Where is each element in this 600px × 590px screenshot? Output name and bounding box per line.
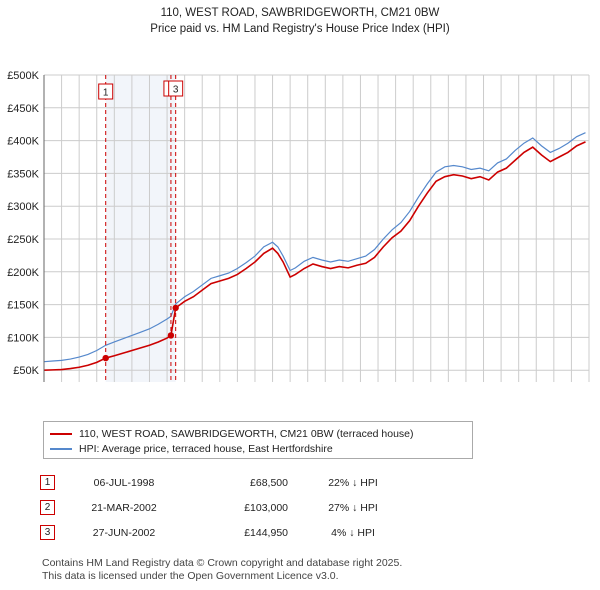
svg-text:£200K: £200K (7, 267, 39, 279)
svg-text:£250K: £250K (7, 234, 39, 246)
chart-canvas: £0£50K£100K£150K£200K£250K£300K£350K£400… (7, 70, 590, 382)
svg-text:1: 1 (103, 88, 109, 99)
table-row: 2 21-MAR-2002 £103,000 27% ↓ HPI (40, 495, 510, 520)
sales-table: 1 06-JUL-1998 £68,500 22% ↓ HPI 2 21-MAR… (40, 470, 510, 545)
svg-text:3: 3 (173, 85, 179, 96)
footer-line-2: This data is licensed under the Open Gov… (42, 570, 339, 582)
sale-date-2: 21-MAR-2002 (91, 501, 157, 514)
sale-marker-2: 2 (40, 500, 55, 515)
title-line-1: 110, WEST ROAD, SAWBRIDGEWORTH, CM21 0BW (160, 7, 440, 19)
legend-item-1: HPI: Average price, terraced house, East… (50, 441, 466, 456)
legend-label-hpi: HPI: Average price, terraced house, East… (79, 442, 333, 455)
sale-hpi-1: 22% ↓ HPI (328, 476, 378, 489)
sale-hpi-2: 27% ↓ HPI (328, 501, 378, 514)
sale-price-3: £144,950 (244, 526, 288, 539)
table-row: 3 27-JUN-2002 £144,950 4% ↓ HPI (40, 520, 510, 545)
svg-text:£300K: £300K (7, 201, 39, 213)
sale-marker-3: 3 (40, 525, 55, 540)
sale-hpi-3: 4% ↓ HPI (331, 526, 375, 539)
legend-item-0: 110, WEST ROAD, SAWBRIDGEWORTH, CM21 0BW… (50, 426, 466, 441)
sale-price-2: £103,000 (244, 501, 288, 514)
legend-swatch-price-paid (50, 432, 72, 435)
table-row: 1 06-JUL-1998 £68,500 22% ↓ HPI (40, 470, 510, 495)
svg-text:£150K: £150K (7, 300, 39, 312)
svg-text:£400K: £400K (7, 136, 39, 148)
sale-date-3: 27-JUN-2002 (92, 526, 156, 539)
legend-label-price-paid: 110, WEST ROAD, SAWBRIDGEWORTH, CM21 0BW… (79, 427, 414, 440)
footer-line-1: Contains HM Land Registry data © Crown c… (42, 557, 403, 569)
footer-attribution: Contains HM Land Registry data © Crown c… (42, 557, 402, 583)
svg-text:£100K: £100K (7, 332, 39, 344)
sale-date-1: 06-JUL-1998 (93, 476, 155, 489)
svg-text:£450K: £450K (7, 103, 39, 115)
sale-price-1: £68,500 (250, 476, 288, 489)
svg-text:£500K: £500K (7, 70, 39, 82)
legend-swatch-hpi (50, 447, 72, 450)
svg-text:£350K: £350K (7, 168, 39, 180)
page-title: 110, WEST ROAD, SAWBRIDGEWORTH, CM21 0BW… (0, 0, 600, 37)
price-chart: £0£50K£100K£150K£200K£250K£300K£350K£400… (0, 37, 600, 382)
chart-legend: 110, WEST ROAD, SAWBRIDGEWORTH, CM21 0BW… (43, 421, 473, 459)
svg-text:£50K: £50K (13, 365, 39, 377)
sale-marker-1: 1 (40, 475, 55, 490)
title-line-2: Price paid vs. HM Land Registry's House … (150, 23, 450, 35)
